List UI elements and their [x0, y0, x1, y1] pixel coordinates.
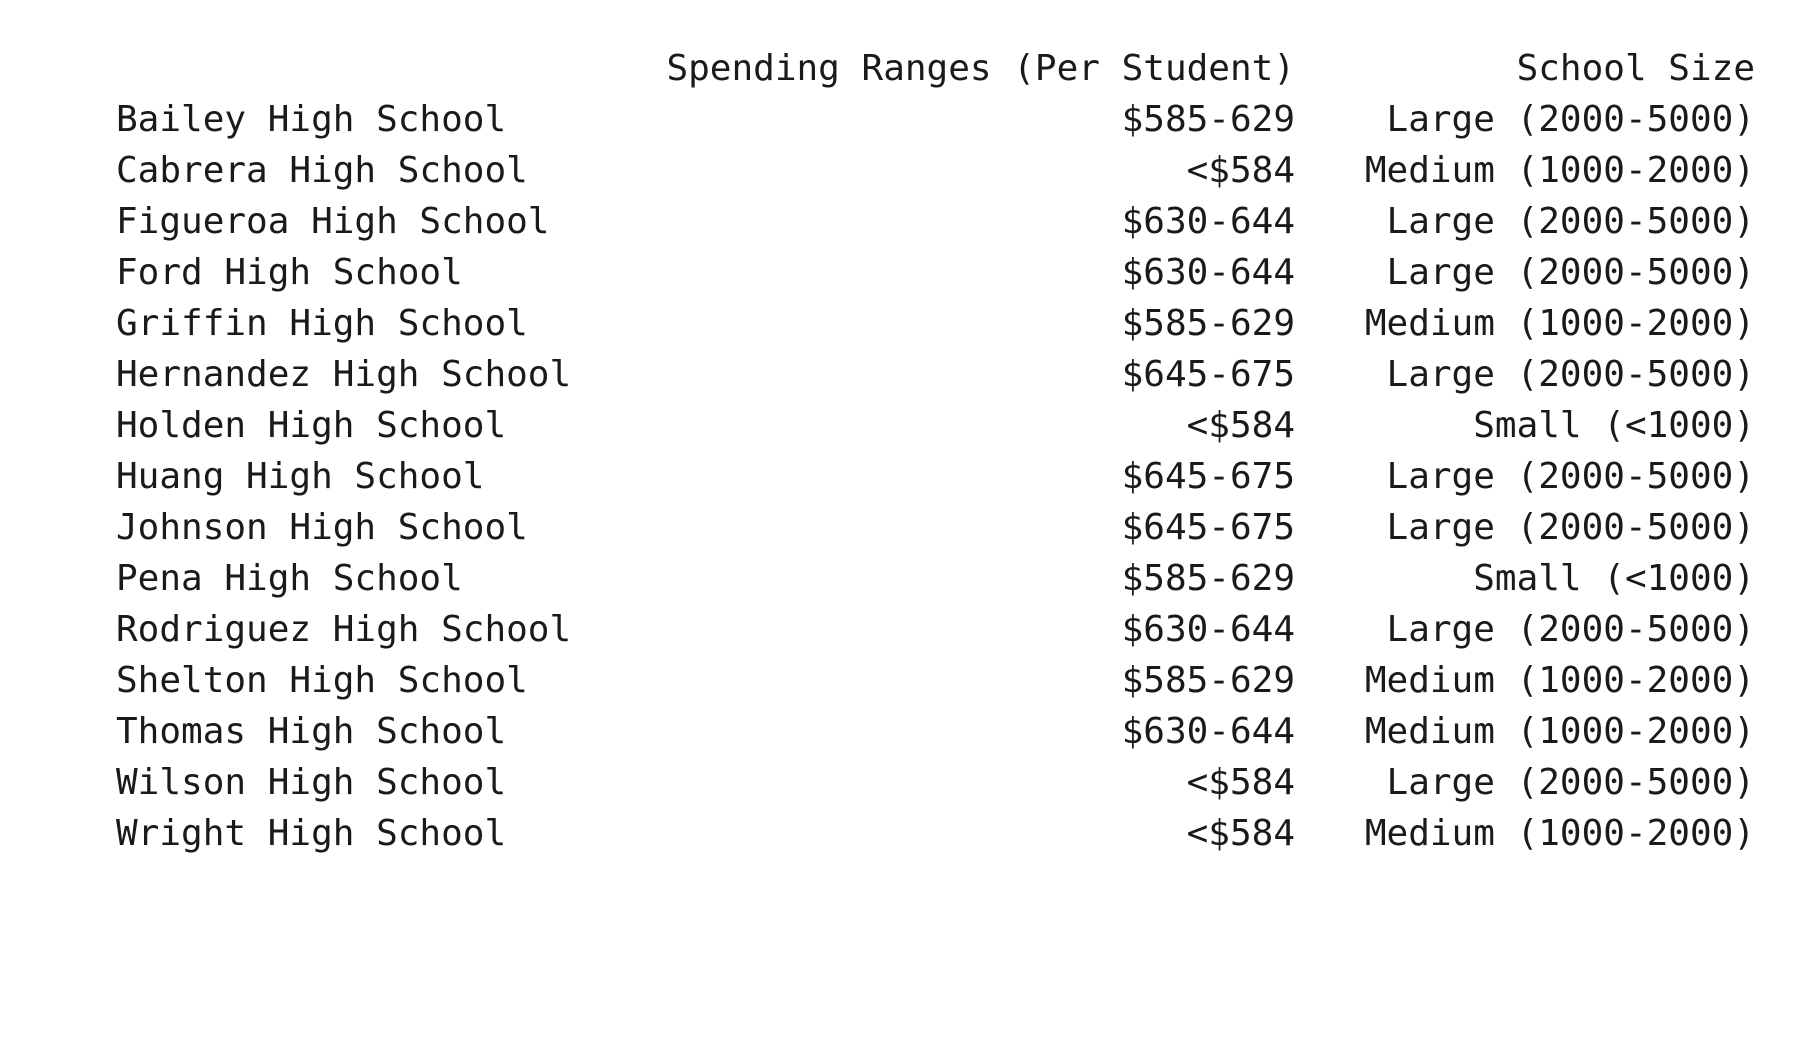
school-name: Griffin High School — [116, 303, 528, 344]
table-row: Figueroa High School $630-644 Large (200… — [0, 196, 1793, 247]
spending-range: $630-644 — [1121, 609, 1295, 650]
school-size: Medium (1000-2000) — [1364, 813, 1755, 854]
school-name: Thomas High School — [116, 711, 507, 752]
school-size: Large (2000-5000) — [1386, 762, 1755, 803]
school-name: Shelton High School — [116, 660, 528, 701]
school-size: Medium (1000-2000) — [1364, 660, 1755, 701]
spending-range: $630-644 — [1121, 201, 1295, 242]
school-size: Large (2000-5000) — [1386, 609, 1755, 650]
school-size: Large (2000-5000) — [1386, 354, 1755, 395]
table-row: Hernandez High School $645-675 Large (20… — [0, 349, 1793, 400]
dataframe-output: Spending Ranges (Per Student) School Siz… — [0, 43, 1793, 859]
school-name: Bailey High School — [116, 99, 507, 140]
school-size: Small (<1000) — [1473, 558, 1755, 599]
table-row: Cabrera High School <$584 Medium (1000-2… — [0, 145, 1793, 196]
table-row: Pena High School $585-629 Small (<1000) — [0, 553, 1793, 604]
table-row: Bailey High School $585-629 Large (2000-… — [0, 94, 1793, 145]
spending-range: <$584 — [1186, 762, 1295, 803]
table-row: Holden High School <$584 Small (<1000) — [0, 400, 1793, 451]
school-size: Medium (1000-2000) — [1364, 711, 1755, 752]
school-size-header: School Size — [1516, 48, 1755, 89]
spending-range: $585-629 — [1121, 660, 1295, 701]
school-name: Wilson High School — [116, 762, 507, 803]
school-name: Cabrera High School — [116, 150, 528, 191]
table-row: Shelton High School $585-629 Medium (100… — [0, 655, 1793, 706]
spending-range: <$584 — [1186, 813, 1295, 854]
spending-range: $645-675 — [1121, 507, 1295, 548]
spending-range: <$584 — [1186, 150, 1295, 191]
table-row: Johnson High School $645-675 Large (2000… — [0, 502, 1793, 553]
spending-range: $630-644 — [1121, 711, 1295, 752]
spending-range: $585-629 — [1121, 558, 1295, 599]
table-header-row: Spending Ranges (Per Student) School Siz… — [0, 43, 1793, 94]
table-row: Griffin High School $585-629 Medium (100… — [0, 298, 1793, 349]
school-name: Huang High School — [116, 456, 485, 497]
table-row: Ford High School $630-644 Large (2000-50… — [0, 247, 1793, 298]
spending-range: $645-675 — [1121, 354, 1295, 395]
school-size: Large (2000-5000) — [1386, 456, 1755, 497]
spending-range: <$584 — [1186, 405, 1295, 446]
school-name: Johnson High School — [116, 507, 528, 548]
school-name: Hernandez High School — [116, 354, 572, 395]
spending-range: $585-629 — [1121, 99, 1295, 140]
school-size: Large (2000-5000) — [1386, 252, 1755, 293]
table-row: Rodriguez High School $630-644 Large (20… — [0, 604, 1793, 655]
spending-range: $645-675 — [1121, 456, 1295, 497]
table-row: Wilson High School <$584 Large (2000-500… — [0, 757, 1793, 808]
table-row: Huang High School $645-675 Large (2000-5… — [0, 451, 1793, 502]
school-name: Rodriguez High School — [116, 609, 572, 650]
school-name: Pena High School — [116, 558, 463, 599]
school-name: Ford High School — [116, 252, 463, 293]
school-name: Wright High School — [116, 813, 507, 854]
spending-range-header: Spending Ranges (Per Student) — [666, 48, 1295, 89]
school-size: Medium (1000-2000) — [1364, 150, 1755, 191]
school-name: Holden High School — [116, 405, 507, 446]
spending-range: $585-629 — [1121, 303, 1295, 344]
school-size: Large (2000-5000) — [1386, 99, 1755, 140]
school-size: Large (2000-5000) — [1386, 201, 1755, 242]
table-row: Wright High School <$584 Medium (1000-20… — [0, 808, 1793, 859]
table-row: Thomas High School $630-644 Medium (1000… — [0, 706, 1793, 757]
school-size: Medium (1000-2000) — [1364, 303, 1755, 344]
spending-range: $630-644 — [1121, 252, 1295, 293]
school-size: Small (<1000) — [1473, 405, 1755, 446]
school-name: Figueroa High School — [116, 201, 550, 242]
school-size: Large (2000-5000) — [1386, 507, 1755, 548]
